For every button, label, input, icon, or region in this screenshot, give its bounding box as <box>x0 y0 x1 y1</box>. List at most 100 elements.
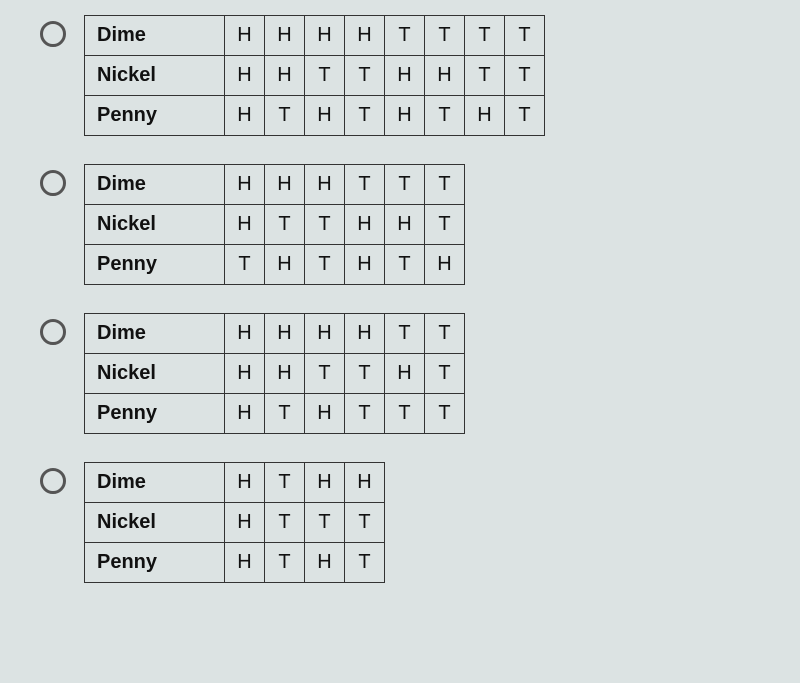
outcome-cell: T <box>225 245 265 285</box>
coin-label: Nickel <box>85 503 225 543</box>
outcome-cell: H <box>225 463 265 503</box>
outcome-cell: T <box>345 96 385 136</box>
outcome-cell: T <box>305 354 345 394</box>
answer-option-2: DimeHHHHTTNickelHHTTHTPennyHTHTTT <box>40 313 800 434</box>
radio-option-0[interactable] <box>40 21 66 47</box>
table-row: DimeHHHHTT <box>85 314 465 354</box>
coin-label: Dime <box>85 463 225 503</box>
outcome-cell: H <box>225 96 265 136</box>
outcome-cell: T <box>385 394 425 434</box>
outcome-cell: H <box>385 96 425 136</box>
outcome-cell: T <box>265 205 305 245</box>
table-row: PennyHTHT <box>85 543 385 583</box>
outcome-table-2: DimeHHHHTTNickelHHTTHTPennyHTHTTT <box>84 313 465 434</box>
answer-option-1: DimeHHHTTTNickelHTTHHTPennyTHTHTH <box>40 164 800 285</box>
outcome-cell: T <box>345 56 385 96</box>
coin-label: Dime <box>85 16 225 56</box>
outcome-cell: H <box>385 205 425 245</box>
radio-option-2[interactable] <box>40 319 66 345</box>
outcome-cell: T <box>465 56 505 96</box>
outcome-cell: H <box>345 245 385 285</box>
outcome-cell: T <box>305 205 345 245</box>
outcome-cell: H <box>265 165 305 205</box>
outcome-cell: H <box>265 314 305 354</box>
answer-option-0: DimeHHHHTTTTNickelHHTTHHTTPennyHTHTHTHT <box>40 15 800 136</box>
coin-label: Nickel <box>85 354 225 394</box>
outcome-cell: H <box>305 543 345 583</box>
radio-option-1[interactable] <box>40 170 66 196</box>
table-row: NickelHHTTHT <box>85 354 465 394</box>
outcome-cell: T <box>265 96 305 136</box>
outcome-cell: H <box>345 463 385 503</box>
outcome-cell: H <box>225 16 265 56</box>
coin-label: Nickel <box>85 205 225 245</box>
outcome-cell: H <box>305 165 345 205</box>
coin-label: Dime <box>85 314 225 354</box>
outcome-cell: T <box>345 503 385 543</box>
table-row: NickelHTTHHT <box>85 205 465 245</box>
outcome-cell: T <box>265 543 305 583</box>
outcome-cell: T <box>505 96 545 136</box>
radio-option-3[interactable] <box>40 468 66 494</box>
coin-label: Penny <box>85 96 225 136</box>
outcome-cell: T <box>305 245 345 285</box>
outcome-cell: H <box>385 354 425 394</box>
outcome-cell: T <box>505 16 545 56</box>
outcome-cell: H <box>345 314 385 354</box>
outcome-cell: H <box>225 394 265 434</box>
outcome-cell: H <box>425 56 465 96</box>
outcome-cell: T <box>425 205 465 245</box>
outcome-cell: T <box>465 16 505 56</box>
outcome-cell: H <box>305 16 345 56</box>
outcome-cell: H <box>225 503 265 543</box>
outcome-cell: H <box>225 543 265 583</box>
outcome-cell: T <box>345 165 385 205</box>
outcome-cell: H <box>425 245 465 285</box>
outcome-cell: T <box>305 56 345 96</box>
table-row: PennyHTHTHTHT <box>85 96 545 136</box>
outcome-cell: T <box>345 543 385 583</box>
outcome-cell: H <box>305 96 345 136</box>
table-row: PennyTHTHTH <box>85 245 465 285</box>
outcome-cell: H <box>265 56 305 96</box>
outcome-cell: T <box>385 245 425 285</box>
outcome-cell: T <box>265 463 305 503</box>
table-row: DimeHTHH <box>85 463 385 503</box>
outcome-cell: H <box>225 354 265 394</box>
table-row: PennyHTHTTT <box>85 394 465 434</box>
outcome-cell: T <box>425 96 465 136</box>
outcome-cell: H <box>225 165 265 205</box>
coin-label: Penny <box>85 394 225 434</box>
outcome-cell: H <box>345 205 385 245</box>
outcome-cell: T <box>385 165 425 205</box>
coin-label: Penny <box>85 245 225 285</box>
outcome-table-3: DimeHTHHNickelHTTTPennyHTHT <box>84 462 385 583</box>
coin-label: Nickel <box>85 56 225 96</box>
outcome-cell: H <box>465 96 505 136</box>
outcome-cell: T <box>305 503 345 543</box>
answer-option-3: DimeHTHHNickelHTTTPennyHTHT <box>40 462 800 583</box>
outcome-cell: T <box>385 314 425 354</box>
outcome-cell: T <box>425 314 465 354</box>
outcome-cell: T <box>385 16 425 56</box>
outcome-cell: T <box>265 503 305 543</box>
table-row: NickelHTTT <box>85 503 385 543</box>
table-row: NickelHHTTHHTT <box>85 56 545 96</box>
outcome-cell: T <box>265 394 305 434</box>
table-row: DimeHHHTTT <box>85 165 465 205</box>
outcome-cell: H <box>305 463 345 503</box>
coin-label: Penny <box>85 543 225 583</box>
outcome-cell: T <box>345 394 385 434</box>
outcome-cell: T <box>345 354 385 394</box>
table-row: DimeHHHHTTTT <box>85 16 545 56</box>
outcome-cell: T <box>505 56 545 96</box>
outcome-cell: H <box>305 394 345 434</box>
outcome-cell: H <box>265 245 305 285</box>
outcome-cell: T <box>425 16 465 56</box>
outcome-cell: T <box>425 394 465 434</box>
outcome-cell: H <box>385 56 425 96</box>
outcome-cell: H <box>265 354 305 394</box>
outcome-cell: H <box>345 16 385 56</box>
outcome-cell: H <box>265 16 305 56</box>
outcome-cell: H <box>305 314 345 354</box>
